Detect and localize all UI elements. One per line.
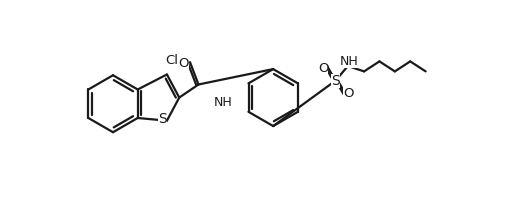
Text: O: O [318, 62, 329, 75]
Text: NH: NH [214, 96, 232, 109]
Text: S: S [158, 112, 167, 126]
Text: O: O [344, 87, 354, 100]
Text: NH: NH [340, 55, 359, 68]
Text: S: S [331, 74, 340, 88]
Text: Cl: Cl [165, 54, 178, 67]
Text: O: O [179, 57, 189, 70]
